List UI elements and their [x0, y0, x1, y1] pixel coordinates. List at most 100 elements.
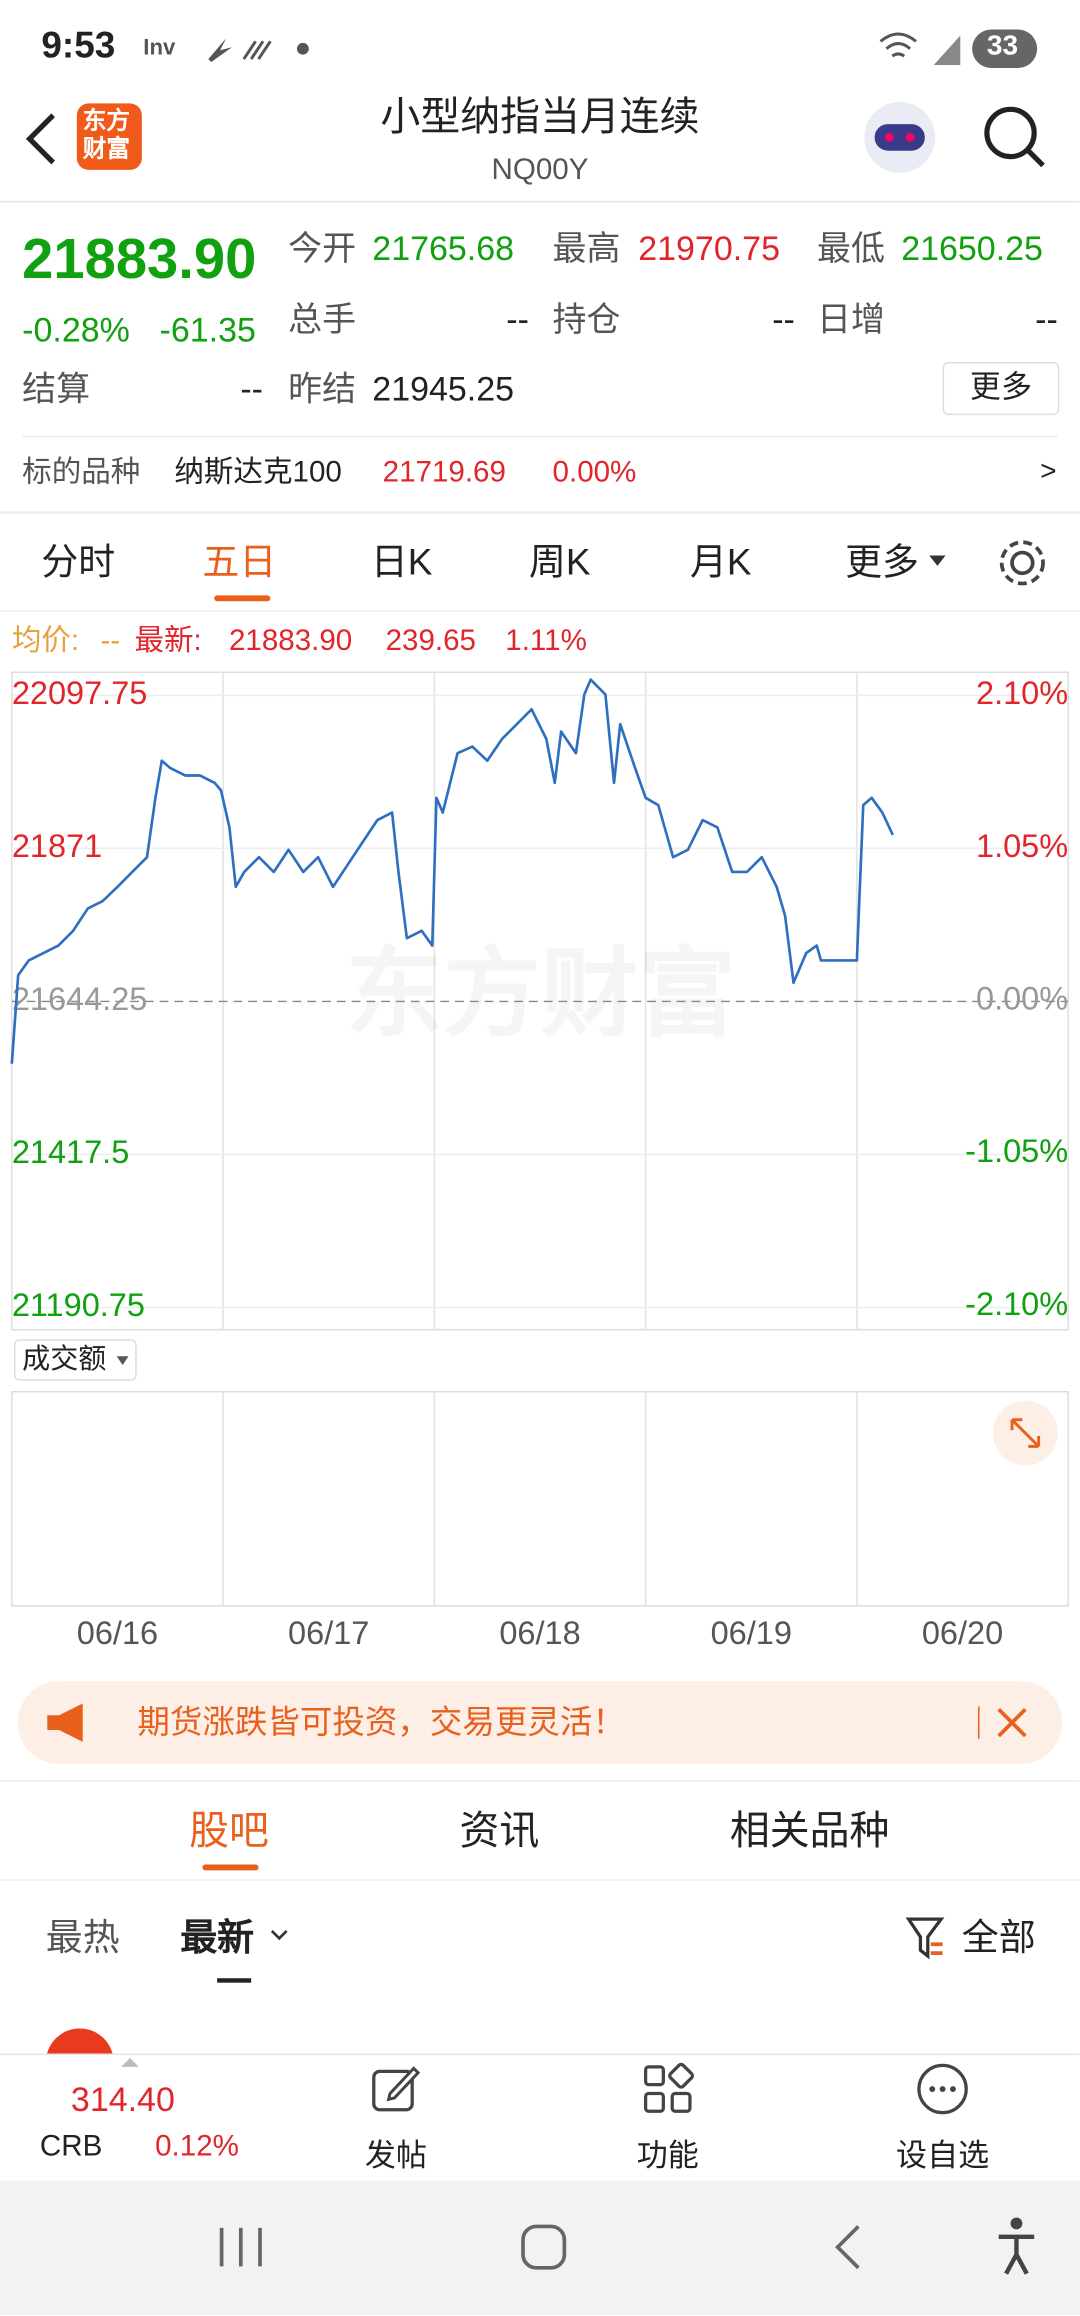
status-icons: Inv [143, 35, 309, 63]
watch-icon[interactable] [916, 2062, 969, 2115]
banner-close[interactable] [994, 1705, 1029, 1740]
svg-text:Inv: Inv [143, 35, 176, 60]
filter-label[interactable]: 全部 [961, 1917, 1036, 1960]
y-tick-label: 21644.25 [12, 981, 148, 1017]
section-underline [202, 1864, 259, 1871]
sub-tab-caret [270, 1930, 288, 1941]
y-tick-label: 21417.5 [12, 1134, 129, 1170]
y-tick-label: 21871 [12, 828, 102, 864]
underlying-name: 纳斯达克100 [174, 456, 342, 490]
underlying-pct: 0.00% [552, 456, 637, 490]
status-time: 9:53 [41, 25, 116, 67]
watermark: 东方财富 [346, 939, 736, 1048]
latest-change: 239.65 [385, 624, 476, 658]
chart-tab[interactable]: 周K [528, 542, 591, 584]
sub-tab[interactable]: 最热 [45, 1917, 120, 1960]
tab-underline [214, 595, 271, 602]
banner-divider [978, 1706, 980, 1739]
latest-pct: 1.11% [505, 624, 587, 658]
chart-tab[interactable]: 更多 [845, 542, 919, 584]
chart-tab[interactable]: 月K [689, 542, 752, 584]
field-label: 最低 [817, 228, 885, 268]
field-label: 最高 [552, 228, 621, 268]
field-value: -- [506, 299, 529, 339]
avg-label: 均价: [11, 624, 80, 658]
status-right [879, 29, 1038, 68]
index-pct[interactable]: 0.12% [155, 2130, 239, 2163]
sub-tab-active[interactable]: 最新 [180, 1917, 255, 1960]
underlying-arrow[interactable]: > [1040, 456, 1057, 488]
promo-banner[interactable] [17, 1681, 1063, 1765]
index-value[interactable]: 314.40 [70, 2080, 175, 2119]
field-label: 今开 [288, 228, 357, 268]
more-button-label[interactable]: 更多 [969, 370, 1032, 405]
avg-value: -- [100, 624, 121, 658]
field-label: 日增 [817, 299, 885, 339]
page-title: 小型纳指当月连续 [380, 94, 700, 139]
battery: 33 [986, 31, 1019, 63]
functions-icon[interactable] [641, 2062, 695, 2115]
app-logo [76, 103, 142, 170]
system-nav-bar [0, 2180, 1080, 2316]
index-name[interactable]: CRB [39, 2130, 103, 2163]
functions-label[interactable]: 功能 [636, 2139, 699, 2174]
chart-tab[interactable]: 分时 [41, 542, 116, 584]
x-tick-label: 06/19 [711, 1615, 792, 1651]
field-value: 21650.25 [901, 228, 1043, 268]
chart-tab-active[interactable]: 五日 [202, 542, 277, 584]
change: -61.35 [159, 310, 256, 349]
field-value: 21765.68 [372, 228, 515, 268]
y-tick-label: 21190.75 [12, 1287, 145, 1323]
x-tick-label: 06/17 [288, 1615, 369, 1651]
assistant-avatar[interactable] [860, 98, 940, 178]
field-value: -- [772, 299, 795, 339]
sub-tab-underline [217, 1978, 252, 1983]
watch-label[interactable]: 设自选 [896, 2139, 990, 2174]
post-label[interactable]: 发帖 [364, 2139, 427, 2174]
y2-tick-label: 0.00% [976, 981, 1068, 1017]
back-button[interactable] [21, 109, 65, 168]
logo-text: 东方 [82, 109, 131, 135]
system-nav-buttons[interactable] [0, 2181, 1080, 2315]
y-tick-label: 22097.75 [12, 675, 148, 711]
chart: 东方财富 成交额 22097.75 21871 21644.25 21417.5 211… [10, 671, 1069, 1651]
day-separators [222, 672, 858, 1606]
volume-label[interactable]: 成交额 [22, 1343, 106, 1374]
more-button[interactable] [942, 361, 1060, 416]
field-value: -- [240, 369, 263, 408]
page-code: NQ00Y [491, 153, 589, 187]
volume-selector[interactable] [14, 1339, 137, 1381]
x-tick-label: 06/18 [499, 1615, 580, 1651]
field-label: 总手 [288, 299, 357, 339]
megaphone-icon [47, 1703, 83, 1742]
latest-value: 21883.90 [228, 624, 353, 658]
y2-tick-label: 1.05% [976, 828, 1068, 864]
field-label: 结算 [22, 369, 91, 408]
chart-tab[interactable]: 日K [370, 542, 433, 584]
y2-tick-label: -2.10% [965, 1286, 1068, 1322]
logo-text: 财富 [82, 137, 131, 163]
underlying-label: 标的品种 [22, 456, 141, 490]
dropdown-caret [929, 555, 946, 566]
bottom-bar [0, 2053, 1080, 2183]
filter-icon[interactable] [904, 1915, 948, 1962]
y2-tick-label: -1.05% [965, 1133, 1068, 1169]
search-button[interactable] [981, 103, 1049, 171]
underlying-price: 21719.69 [382, 456, 506, 490]
banner-text[interactable]: 期货涨跌皆可投资，交易更灵活！ [137, 1703, 625, 1741]
price-line [10, 678, 894, 1064]
section-tab-active[interactable]: 股吧 [189, 1808, 269, 1853]
latest-label: 最新: [134, 624, 202, 658]
settings-button[interactable] [996, 536, 1049, 589]
post-icon[interactable] [369, 2062, 422, 2115]
field-value: 21970.75 [638, 228, 780, 268]
section-tab[interactable]: 资讯 [459, 1808, 540, 1853]
volume-frame [11, 1390, 1069, 1607]
x-tick-label: 06/16 [77, 1615, 158, 1651]
x-tick-label: 06/20 [922, 1615, 1003, 1651]
field-label: 昨结 [288, 369, 357, 408]
section-tab[interactable]: 相关品种 [729, 1808, 890, 1853]
index-caret [121, 2058, 139, 2067]
last-price: 21883.90 [22, 228, 257, 292]
